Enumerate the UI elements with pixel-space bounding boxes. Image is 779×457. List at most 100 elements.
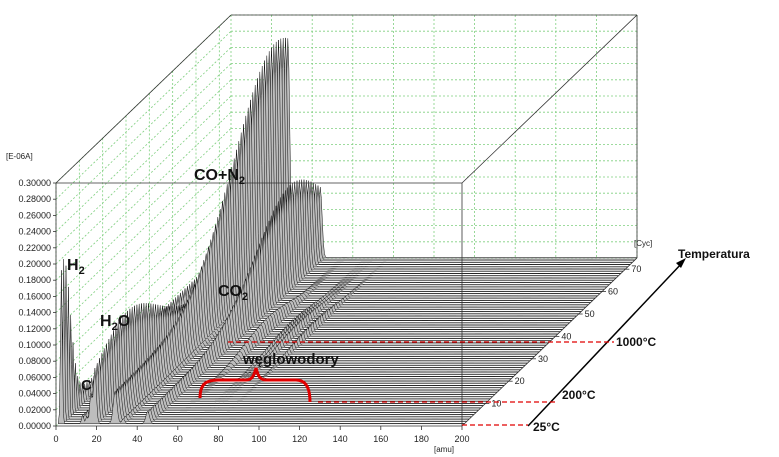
spectrum-trace (93, 308, 500, 391)
spectrum-trace (69, 342, 477, 413)
t200-label: 200°C (562, 388, 596, 402)
spectrum-trace (130, 299, 537, 355)
y-tick-label: 0.16000 (18, 291, 51, 301)
z-tick-label: 70 (631, 264, 641, 274)
spectrum-trace (144, 266, 551, 342)
spectrum-trace (95, 307, 502, 389)
h2-annotation: H2 (67, 257, 85, 277)
y-unit-label: [E-06A] (6, 152, 33, 161)
temperature-axis (527, 258, 686, 427)
x-tick-label: 200 (454, 434, 469, 444)
temperature-label: Temperatura (678, 247, 750, 261)
spectrum-trace (137, 284, 544, 348)
z-tick-label: 50 (585, 309, 595, 319)
spectrum-trace (107, 303, 514, 377)
z-tick-label: 30 (538, 354, 548, 364)
y-tick-label: 0.12000 (18, 324, 51, 334)
spectrum-trace (111, 303, 519, 373)
y-tick-label: 0.28000 (18, 194, 51, 204)
spectrum-trace (81, 322, 488, 402)
co2-annotation: CO2 (218, 283, 248, 303)
x-tick-label: 120 (292, 434, 307, 444)
y-tick-label: 0.10000 (18, 340, 51, 350)
spectrum-trace (65, 286, 472, 418)
side-grid-line (55, 160, 232, 330)
h2o-annotation: H2O (100, 313, 130, 333)
y-tick-label: 0.04000 (18, 389, 51, 399)
spectrum-trace (74, 334, 481, 409)
spectrum-trace (62, 265, 470, 420)
x-tick-label: 60 (173, 434, 183, 444)
spectrum-trace (128, 304, 535, 357)
y-tick-label: 0.02000 (18, 405, 51, 415)
spectrum-trace (86, 316, 493, 398)
spectrum-trace (118, 304, 526, 366)
x-tick-label: 160 (373, 434, 388, 444)
y-tick-label: 0.08000 (18, 356, 51, 366)
x-tick-label: 20 (92, 434, 102, 444)
spectrum-trace (58, 270, 465, 425)
spectrum-trace (132, 294, 540, 353)
t1000-label: 1000°C (616, 335, 656, 349)
z-tick-label: 40 (561, 331, 571, 341)
side-grid-line (55, 144, 232, 313)
side-grid-line (55, 79, 232, 249)
y-tick-label: 0.26000 (18, 210, 51, 220)
axis-ticks: 0 20 40 60 80 100 120 140 160 180 200 0.00000 0.0200… (18, 178, 641, 444)
side-grid-line (55, 128, 232, 297)
x-tick-label: 140 (333, 434, 348, 444)
y-tick-label: 0.22000 (18, 243, 51, 253)
y-tick-label: 0.30000 (18, 178, 51, 188)
x-tick-label: 80 (213, 434, 223, 444)
spectrum-trace (135, 289, 542, 351)
side-grid-line (55, 47, 232, 216)
co-n2-annotation: CO+N2 (194, 167, 245, 187)
x-tick-label: 100 (251, 434, 266, 444)
spectrum-trace (149, 253, 556, 337)
side-grid-line (55, 63, 232, 232)
spectrum-trace (142, 272, 549, 344)
hydrocarbons-bracket (198, 367, 312, 403)
spectrum-trace (83, 319, 491, 400)
y-tick-label: 0.14000 (18, 308, 51, 318)
z-tick-label: 20 (515, 376, 525, 386)
spectrum-trace (88, 313, 495, 395)
x-tick-label: 0 (53, 434, 58, 444)
x-unit-label: [amu] (434, 445, 454, 454)
y-tick-label: 0.06000 (18, 372, 51, 382)
hydrocarbons-annotation: węglowodory (242, 351, 339, 368)
spectrum-trace (79, 326, 486, 404)
spectrum-trace (104, 303, 512, 380)
z-tick-label: 10 (491, 399, 501, 409)
z-unit-label: [Cyc] (634, 239, 652, 248)
frame-edge (461, 14, 638, 184)
spectrum-trace (60, 259, 467, 422)
spectra-traces (58, 37, 638, 425)
z-tick-label: 60 (608, 287, 618, 297)
side-grid-line (55, 30, 232, 200)
x-tick-label: 40 (132, 434, 142, 444)
spectrum-trace (102, 303, 509, 382)
y-tick-label: 0.00000 (18, 421, 51, 431)
frame-edge (55, 14, 232, 184)
spectrum-trace (146, 260, 554, 339)
spectrum-trace (72, 338, 479, 411)
side-grid-line (55, 209, 232, 378)
box-frame (55, 14, 638, 427)
spectrum-trace (123, 305, 530, 362)
spectrum-trace (114, 303, 521, 371)
spectrum-trace (109, 303, 516, 375)
x-tick-label: 180 (414, 434, 429, 444)
y-tick-label: 0.20000 (18, 259, 51, 269)
y-tick-label: 0.24000 (18, 227, 51, 237)
spectrum-trace (90, 310, 498, 393)
y-tick-label: 0.18000 (18, 275, 51, 285)
side-grid-line (55, 95, 232, 265)
spectrum-trace (76, 330, 484, 407)
spectrum-trace (121, 304, 528, 364)
side-grid-line (55, 111, 232, 281)
side-grid-line (55, 176, 232, 346)
spectrum-trace (139, 278, 547, 346)
spectrum-trace (125, 305, 533, 360)
